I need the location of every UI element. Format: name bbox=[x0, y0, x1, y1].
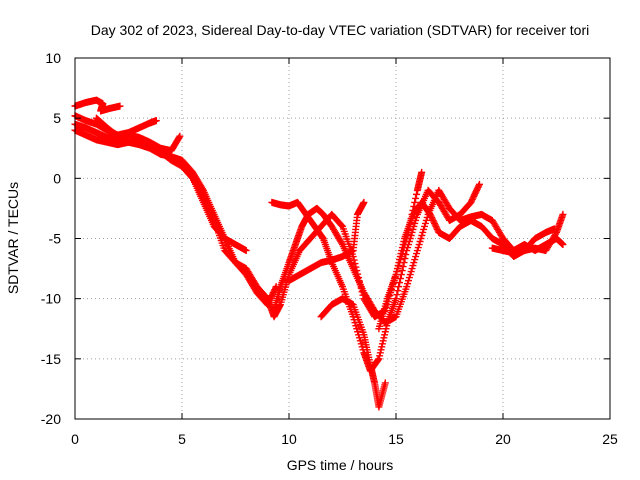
series-track-1 bbox=[71, 96, 124, 115]
data-point bbox=[413, 190, 421, 198]
x-axis-label: GPS time / hours bbox=[287, 457, 394, 473]
data-point bbox=[395, 283, 403, 291]
series-track-9 bbox=[285, 198, 368, 285]
data-point bbox=[338, 221, 346, 229]
chart-title: Day 302 of 2023, Sidereal Day-to-day VTE… bbox=[91, 22, 590, 38]
data-point bbox=[475, 180, 483, 188]
y-axis-label: SDTVAR / TECUs bbox=[5, 182, 21, 294]
data-point bbox=[392, 295, 400, 303]
y-tick-label: -10 bbox=[41, 291, 61, 307]
data-point bbox=[411, 198, 419, 206]
data-point bbox=[402, 251, 410, 259]
data-point bbox=[559, 210, 567, 218]
x-tick-labels: 0 5 10 15 20 25 bbox=[71, 431, 618, 447]
data-point bbox=[399, 263, 407, 271]
y-tick-label: 10 bbox=[45, 50, 61, 66]
data-point bbox=[116, 102, 124, 110]
data-point bbox=[475, 182, 483, 190]
data-point bbox=[559, 241, 567, 249]
series-track-12 bbox=[488, 210, 567, 257]
x-tick-label: 10 bbox=[281, 431, 297, 447]
data-point bbox=[396, 279, 404, 287]
data-point bbox=[360, 198, 368, 206]
data-point bbox=[374, 356, 382, 364]
data-point bbox=[242, 247, 250, 255]
y-tick-label: 0 bbox=[53, 170, 61, 186]
x-tick-label: 5 bbox=[178, 431, 186, 447]
data-point bbox=[393, 291, 401, 299]
series-track-8 bbox=[268, 180, 483, 375]
y-tick-label: -15 bbox=[41, 351, 61, 367]
y-tick-labels: -20 -15 -10 -5 0 5 10 bbox=[41, 50, 61, 427]
x-tick-label: 15 bbox=[388, 431, 404, 447]
data-point bbox=[398, 267, 406, 275]
x-tick-label: 25 bbox=[602, 431, 618, 447]
series-track-10 bbox=[317, 295, 389, 411]
data-points bbox=[71, 96, 567, 411]
data-point bbox=[175, 133, 183, 141]
data-point bbox=[418, 168, 426, 176]
data-point bbox=[394, 287, 402, 295]
data-point bbox=[396, 275, 404, 283]
y-tick-label: -20 bbox=[41, 411, 61, 427]
data-point bbox=[401, 255, 409, 263]
data-point bbox=[176, 132, 184, 140]
series-track-5 bbox=[92, 114, 184, 155]
data-point bbox=[412, 194, 420, 202]
x-tick-label: 0 bbox=[71, 431, 79, 447]
axis-ticks bbox=[74, 57, 611, 420]
y-tick-label: 5 bbox=[53, 110, 61, 126]
data-point bbox=[338, 239, 346, 247]
x-tick-label: 20 bbox=[495, 431, 511, 447]
data-point bbox=[152, 117, 160, 125]
data-point bbox=[381, 379, 389, 387]
y-tick-label: -5 bbox=[49, 231, 62, 247]
series-track-6 bbox=[178, 160, 250, 255]
